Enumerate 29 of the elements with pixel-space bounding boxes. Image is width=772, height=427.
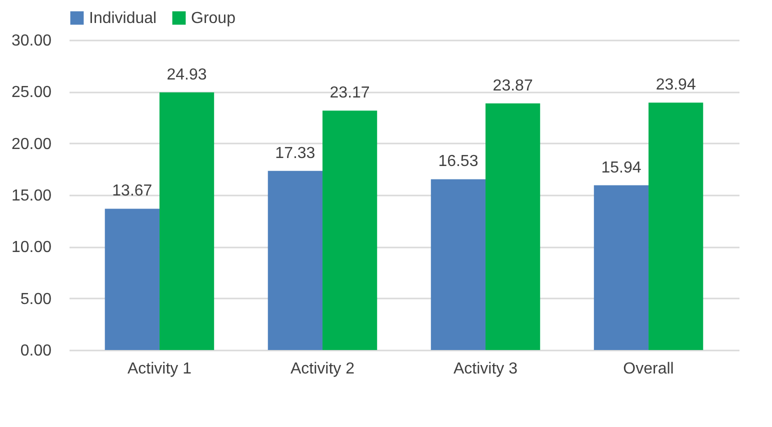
data-label: 13.67 — [112, 182, 152, 200]
y-tick-label: 10.00 — [11, 239, 52, 256]
y-tick-label: 30.00 — [11, 32, 52, 50]
bar — [486, 103, 540, 350]
legend-label: Individual — [89, 10, 157, 27]
x-tick-label: Overall — [623, 360, 674, 378]
x-tick-label: Activity 3 — [454, 360, 518, 378]
bar — [268, 170, 322, 350]
y-tick-label: 5.00 — [20, 290, 52, 308]
y-tick-label: 15.00 — [11, 188, 52, 204]
data-label: 23.17 — [330, 84, 370, 102]
y-tick-label: 25.00 — [11, 84, 52, 102]
data-label: 23.87 — [492, 77, 533, 94]
y-tick-label: 20.00 — [11, 136, 52, 153]
data-label: 24.93 — [166, 66, 207, 84]
legend-label: Group — [191, 10, 236, 27]
data-label: 16.53 — [438, 153, 478, 170]
data-label: 17.33 — [275, 144, 316, 162]
bar — [648, 102, 704, 350]
x-tick-label: Activity 2 — [290, 360, 355, 378]
bar — [159, 92, 214, 350]
bar — [594, 185, 649, 350]
y-tick-label: 0.00 — [20, 342, 52, 360]
x-tick-label: Activity 1 — [127, 360, 192, 378]
data-label: 15.94 — [601, 159, 642, 176]
bar — [104, 208, 160, 350]
bar — [430, 179, 486, 350]
bar — [322, 110, 378, 350]
data-label: 23.94 — [656, 76, 696, 94]
